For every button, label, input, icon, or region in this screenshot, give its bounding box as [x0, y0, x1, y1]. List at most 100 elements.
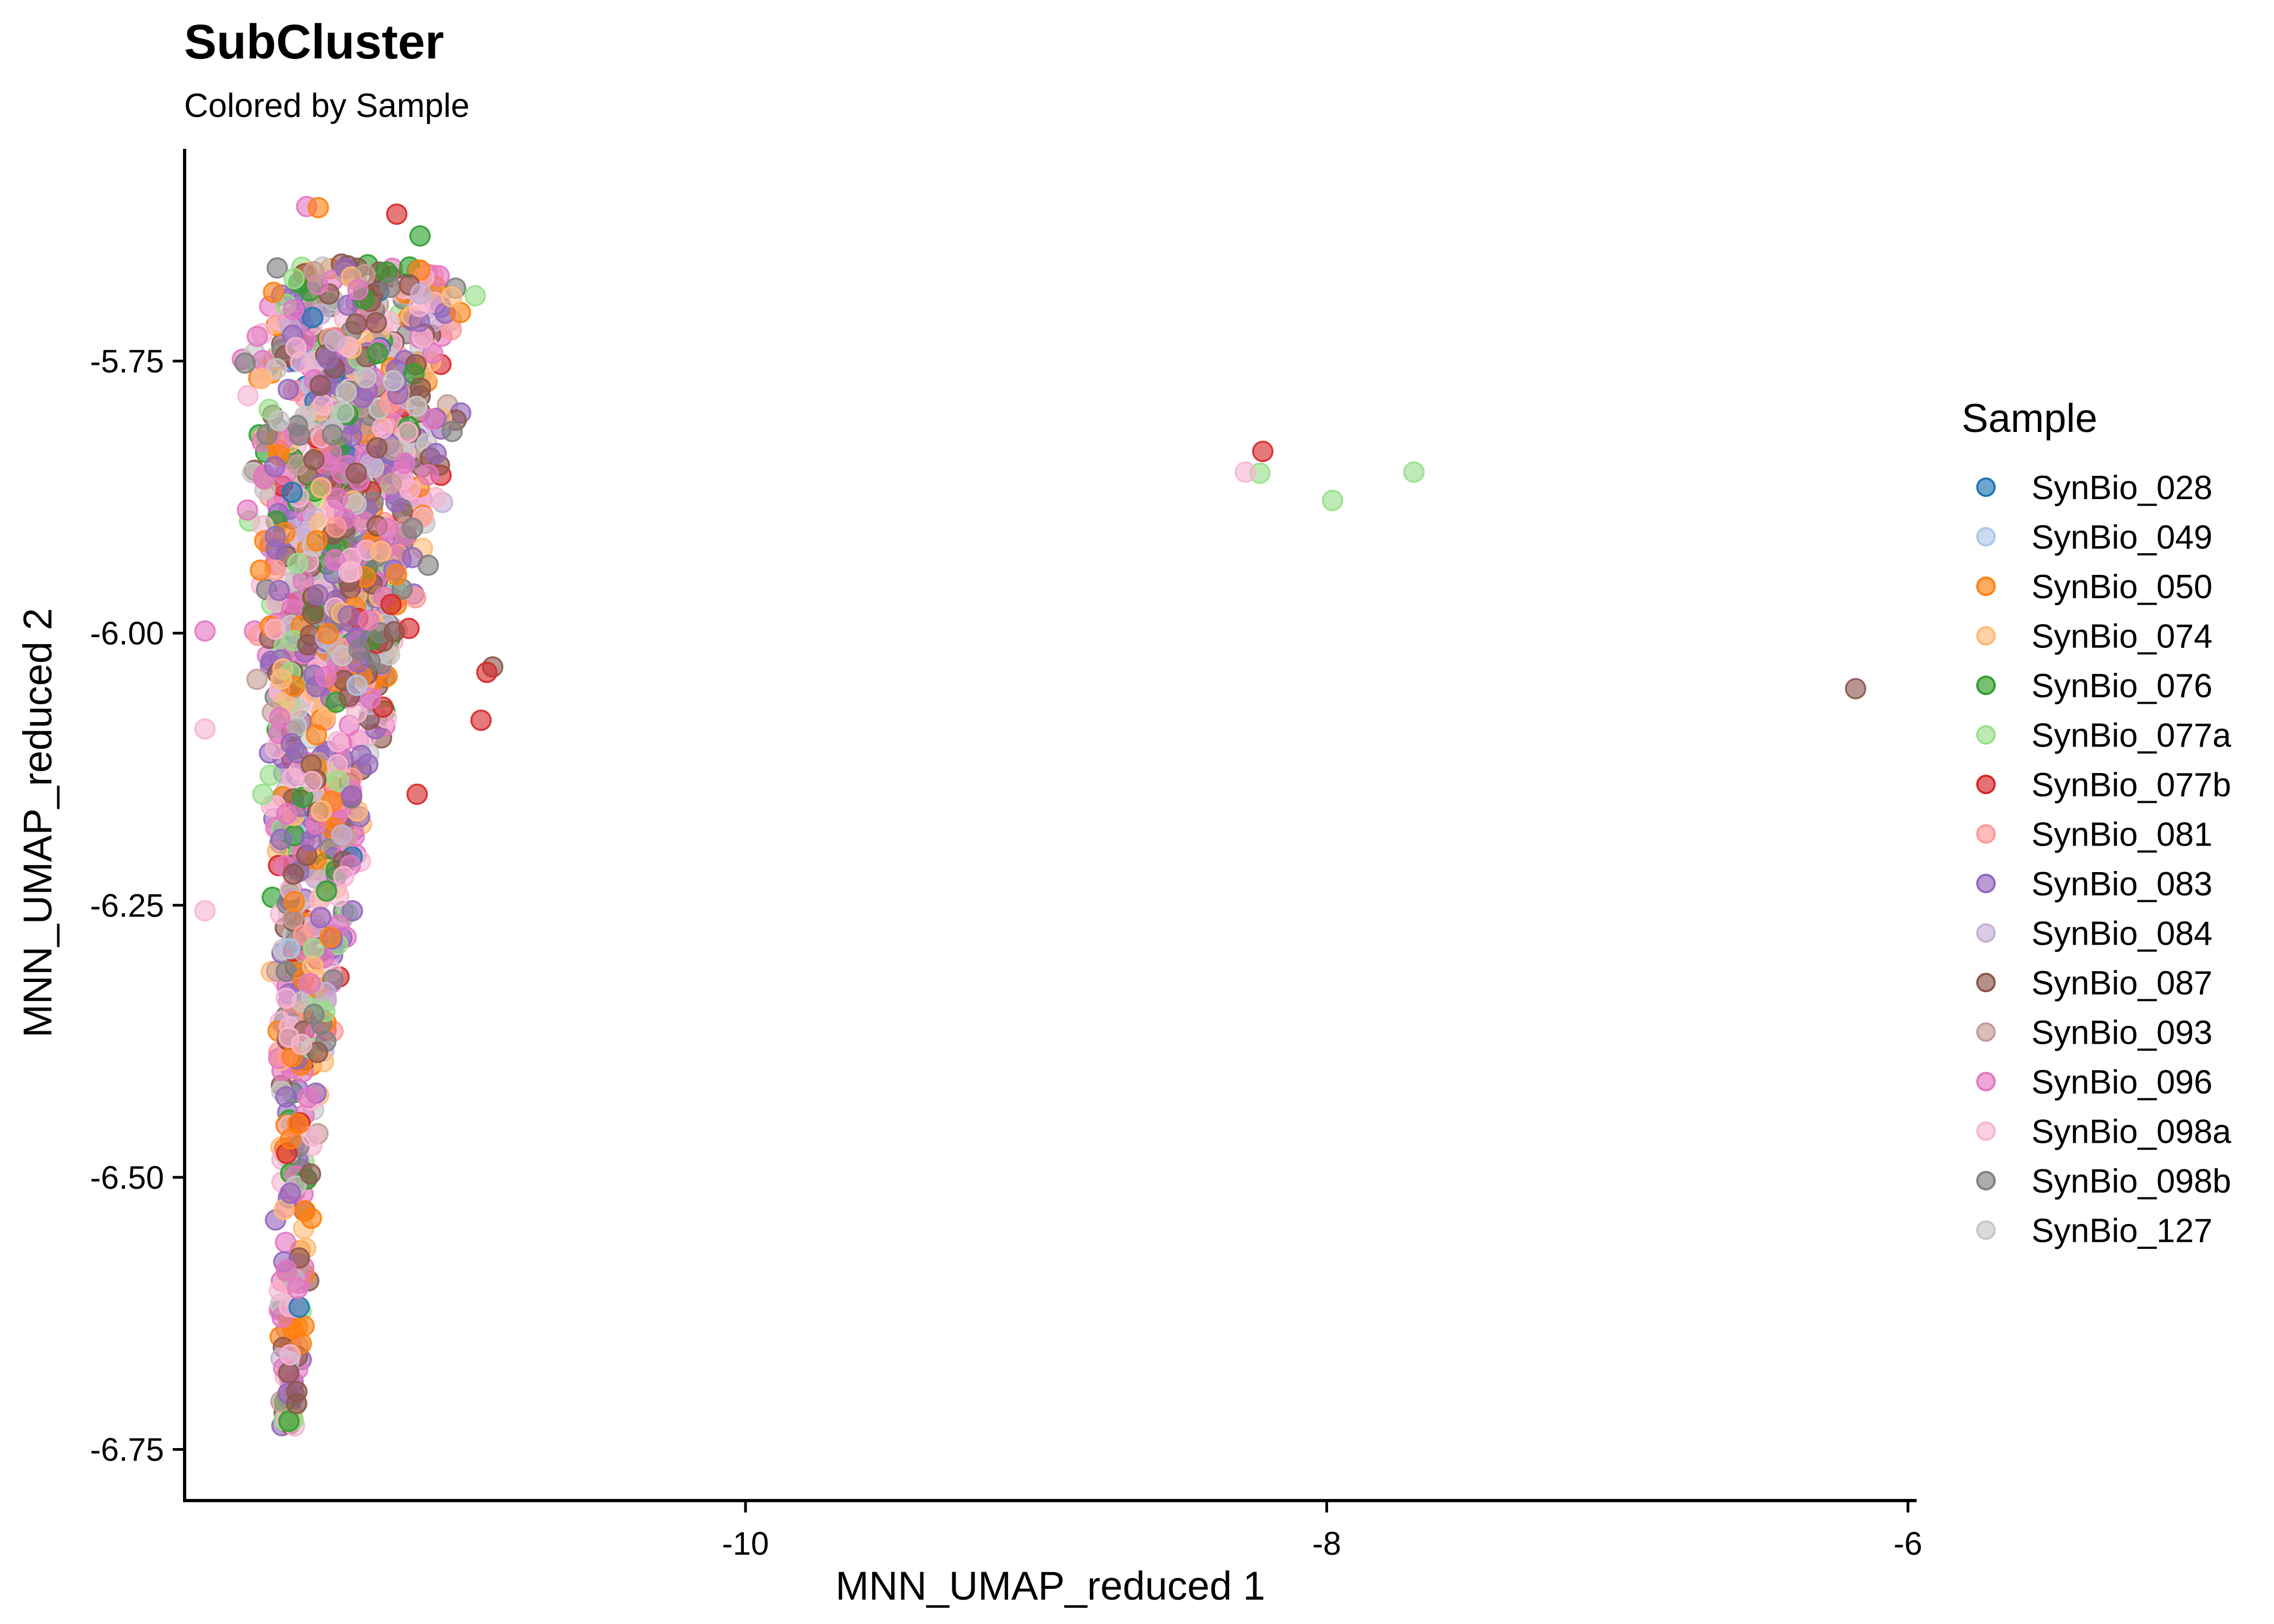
data-point	[194, 718, 216, 740]
data-point	[265, 358, 287, 379]
chart-title: SubCluster	[184, 15, 444, 69]
data-point	[341, 900, 363, 922]
data-point	[292, 787, 313, 808]
data-point	[305, 724, 328, 746]
legend-key	[1976, 676, 1996, 695]
legend-key	[1976, 626, 1996, 646]
data-point	[315, 666, 337, 688]
data-point	[308, 197, 329, 219]
data-point	[303, 449, 325, 471]
data-point	[315, 708, 337, 729]
data-point	[276, 803, 298, 825]
data-point	[287, 1113, 309, 1135]
data-point	[1322, 489, 1343, 512]
data-point	[317, 348, 339, 370]
data-point	[275, 1086, 297, 1108]
data-point	[357, 610, 380, 631]
data-point	[386, 203, 408, 225]
data-point	[268, 580, 290, 601]
data-point	[264, 526, 286, 547]
data-point	[277, 378, 299, 401]
data-point	[284, 890, 305, 913]
data-point	[285, 337, 307, 358]
data-point	[264, 456, 285, 477]
chart-subtitle: Colored by Sample	[184, 87, 469, 125]
data-point	[377, 518, 399, 540]
data-point	[194, 900, 216, 922]
data-point	[337, 605, 360, 627]
data-point	[266, 257, 288, 279]
data-point	[301, 1125, 323, 1147]
data-point	[341, 785, 363, 807]
legend-label: SynBio_083	[2031, 866, 2212, 903]
legend-key	[1976, 1220, 1996, 1240]
y-tick-label: -6.25	[90, 887, 164, 924]
data-point	[397, 421, 419, 443]
data-point	[234, 352, 256, 374]
data-point	[348, 639, 370, 660]
legend-key	[1976, 1171, 1996, 1190]
data-point	[328, 770, 350, 792]
data-point	[297, 1086, 319, 1109]
data-point	[270, 668, 292, 690]
legend-label: SynBio_087	[2031, 965, 2212, 1002]
data-point	[303, 261, 325, 283]
data-point	[317, 623, 339, 645]
legend-label: SynBio_028	[2031, 469, 2212, 507]
data-point	[287, 553, 309, 574]
data-point	[367, 343, 388, 364]
data-point	[1403, 461, 1425, 483]
data-point	[464, 285, 486, 307]
legend-label: SynBio_077a	[2031, 717, 2231, 755]
data-point	[421, 408, 443, 430]
legend-key	[1976, 577, 1996, 596]
data-point	[263, 281, 284, 303]
data-point	[288, 1296, 310, 1318]
data-point	[325, 516, 347, 538]
legend-label: SynBio_093	[2031, 1014, 2212, 1052]
data-point	[299, 1163, 322, 1185]
data-point	[338, 561, 360, 583]
legend-label: SynBio_096	[2031, 1064, 2212, 1101]
legend-key	[1976, 874, 1996, 893]
data-point	[299, 972, 321, 994]
y-tick-label: -6.75	[90, 1432, 164, 1468]
data-point	[333, 401, 355, 423]
data-point	[259, 764, 281, 786]
data-point	[335, 381, 357, 403]
data-point	[275, 1232, 297, 1253]
data-point	[409, 259, 431, 281]
x-tick-label: -6	[1893, 1525, 1922, 1562]
data-point	[366, 437, 388, 459]
data-point	[310, 907, 331, 928]
legend-label: SynBio_084	[2031, 915, 2212, 953]
data-point	[441, 286, 462, 308]
data-point	[282, 767, 303, 789]
data-point	[409, 225, 431, 247]
data-point	[341, 425, 363, 447]
data-point	[345, 313, 367, 335]
legend-key	[1976, 775, 1996, 794]
data-point	[398, 479, 421, 501]
legend-label: SynBio_098b	[2031, 1163, 2231, 1200]
data-point	[324, 549, 345, 571]
data-point	[316, 880, 337, 902]
data-point	[300, 1207, 322, 1229]
data-point	[237, 385, 259, 407]
data-point	[359, 687, 381, 710]
data-point	[425, 442, 447, 464]
data-point	[291, 1033, 312, 1055]
legend-label: SynBio_074	[2031, 618, 2212, 656]
data-point	[333, 866, 355, 887]
data-point	[270, 828, 292, 850]
data-point	[406, 783, 428, 805]
data-point	[306, 529, 328, 552]
y-tick-label: -6.00	[90, 615, 164, 652]
y-tick-label: -6.50	[90, 1160, 164, 1196]
data-point	[1234, 461, 1256, 483]
data-point	[312, 394, 334, 416]
data-point	[283, 267, 305, 290]
x-axis-title: MNN_UMAP_reduced 1	[835, 1563, 1265, 1608]
data-point	[246, 325, 268, 348]
